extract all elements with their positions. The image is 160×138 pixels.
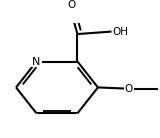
Text: O: O [124, 84, 133, 94]
Text: OH: OH [112, 27, 128, 37]
Text: O: O [67, 0, 76, 10]
Text: N: N [32, 56, 41, 67]
